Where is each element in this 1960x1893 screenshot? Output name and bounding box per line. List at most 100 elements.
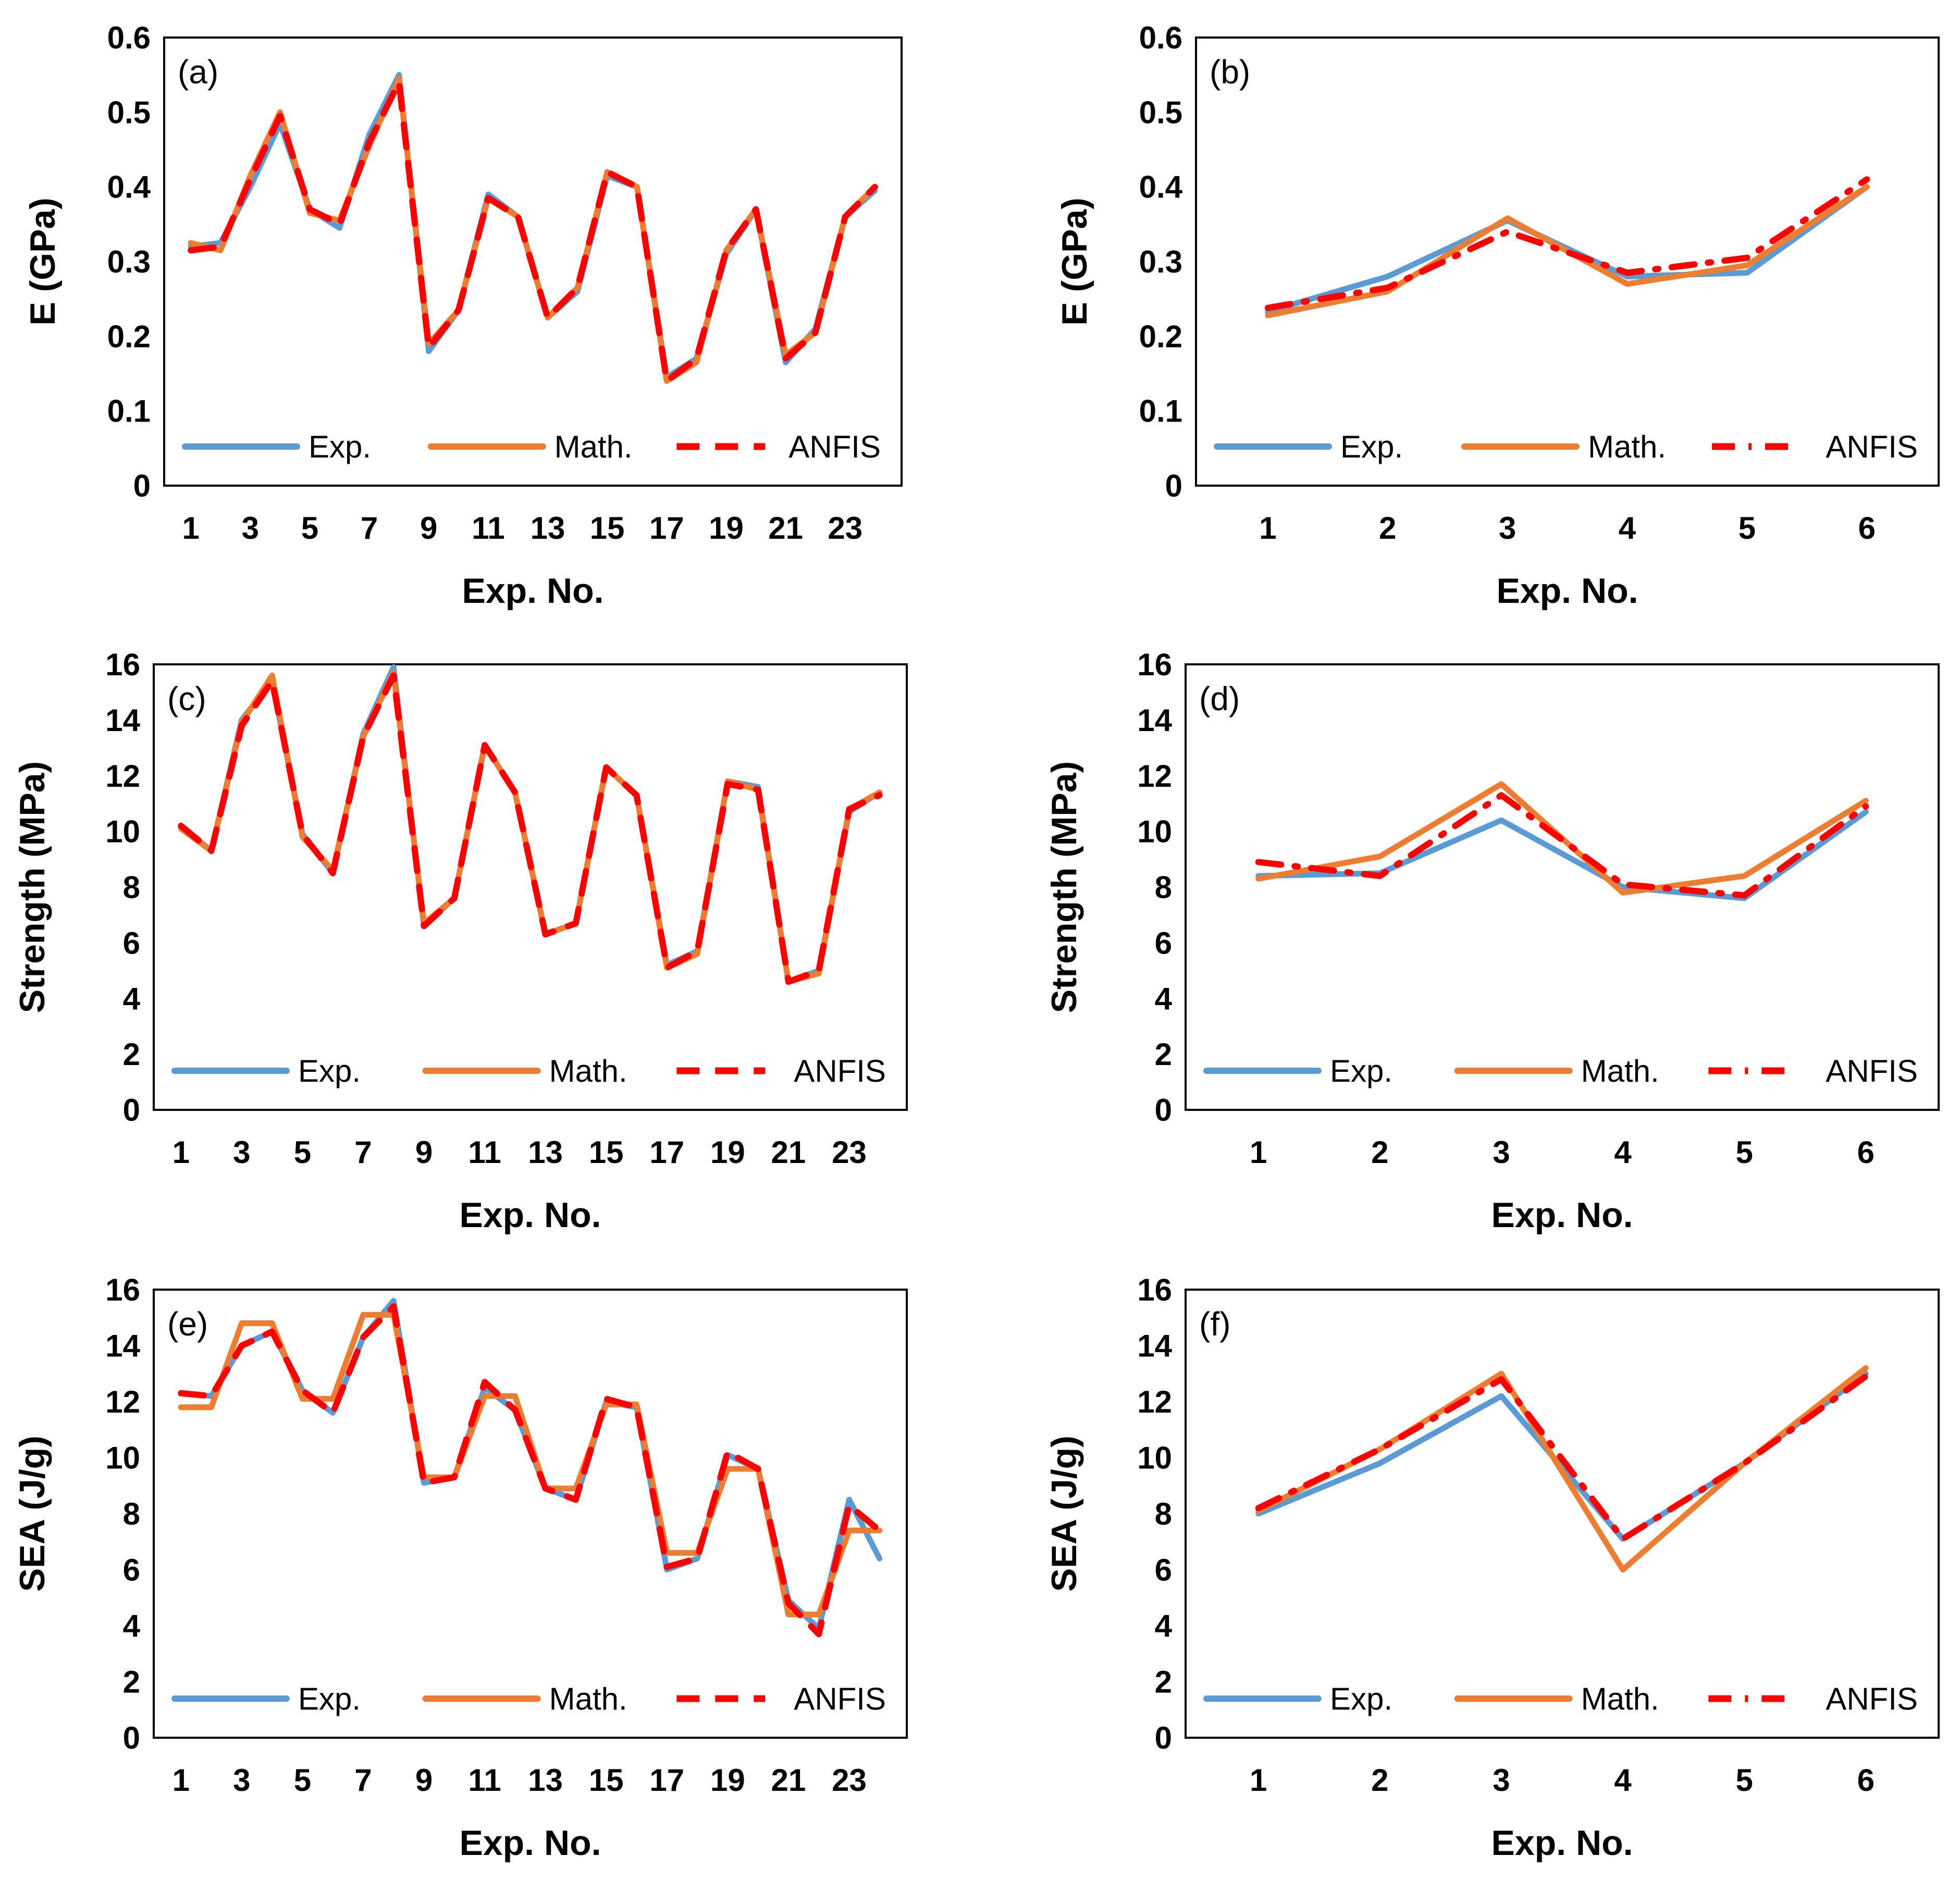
y-tick-label: 0.3 xyxy=(107,244,151,279)
x-tick-label: 2 xyxy=(1371,1763,1388,1798)
x-tick-label: 1 xyxy=(182,511,199,546)
y-tick-label: 0.4 xyxy=(107,170,151,205)
x-tick-label: 19 xyxy=(710,1135,745,1170)
y-tick-label: 0 xyxy=(123,1093,140,1128)
y-axis-title: E (GPa) xyxy=(23,197,63,326)
x-tick-label: 1 xyxy=(1250,1763,1267,1798)
plot-frame xyxy=(153,1289,908,1739)
chart-panel-a: 00.10.20.30.40.50.61 3 5 7 9 11 13 15 17 19 21 23Ex… xyxy=(23,20,903,611)
x-tick-label: 19 xyxy=(709,511,744,546)
y-tick-label: 16 xyxy=(1137,647,1172,682)
panel-label: (a) xyxy=(178,53,218,91)
series-line-anfis xyxy=(178,1303,883,1638)
legend-label: Exp. xyxy=(1340,429,1403,464)
y-tick-label: 4 xyxy=(1155,981,1173,1016)
y-tick-label: 6 xyxy=(123,925,140,960)
series-line-anfis xyxy=(1255,792,1869,899)
x-tick-label: 6 xyxy=(1858,511,1876,546)
x-tick-label: 21 xyxy=(771,1763,806,1798)
y-tick-label: 0.1 xyxy=(107,394,151,429)
y-tick-label: 8 xyxy=(123,870,140,905)
x-tick-label: 7 xyxy=(354,1763,372,1798)
legend-label: Math. xyxy=(1588,429,1666,464)
x-tick-label: 11 xyxy=(468,1763,501,1798)
x-tick-label: 6 xyxy=(1857,1763,1875,1798)
x-axis-title: Exp. No. xyxy=(462,571,603,611)
x-tick-label: 3 xyxy=(1499,511,1516,546)
y-tick-label: 0 xyxy=(1155,1093,1172,1128)
y-tick-label: 16 xyxy=(105,1272,140,1307)
x-tick-label: 5 xyxy=(301,511,318,546)
x-tick-label: 4 xyxy=(1614,1763,1632,1798)
x-tick-label: 5 xyxy=(294,1763,311,1798)
x-tick-label: 3 xyxy=(1493,1135,1510,1170)
x-tick-label: 15 xyxy=(589,1135,624,1170)
series-line-anfis xyxy=(178,672,883,985)
y-tick-label: 0.2 xyxy=(107,319,151,354)
legend-label: Exp. xyxy=(1330,1054,1392,1088)
legend-label: ANFIS xyxy=(794,1054,886,1088)
x-tick-label: 21 xyxy=(768,511,803,546)
x-tick-label: 3 xyxy=(233,1135,250,1170)
legend-label: ANFIS xyxy=(1826,429,1918,464)
y-tick-label: 14 xyxy=(105,1329,140,1364)
y-tick-label: 14 xyxy=(1137,1329,1172,1364)
series-line-anfis xyxy=(188,79,878,385)
x-tick-label: 1 xyxy=(1250,1135,1267,1170)
x-axis-title: Exp. No. xyxy=(1491,1195,1633,1235)
x-tick-label: 17 xyxy=(649,1135,684,1170)
x-tick-label: 13 xyxy=(528,1135,563,1170)
x-tick-label: 21 xyxy=(771,1135,806,1170)
x-tick-label: 5 xyxy=(294,1135,311,1170)
x-tick-label: 9 xyxy=(420,511,437,546)
y-tick-label: 10 xyxy=(1137,1441,1172,1476)
y-tick-label: 0.3 xyxy=(1139,244,1182,279)
legend-label: ANFIS xyxy=(1826,1054,1918,1088)
y-tick-label: 2 xyxy=(123,1037,140,1072)
panel-label: (b) xyxy=(1210,53,1250,91)
x-axis-title: Exp. No. xyxy=(459,1195,601,1235)
x-tick-label: 5 xyxy=(1736,1135,1753,1170)
x-tick-label: 15 xyxy=(589,1763,624,1798)
x-tick-label: 5 xyxy=(1736,1763,1753,1798)
legend-label: ANFIS xyxy=(788,429,881,464)
x-tick-label: 3 xyxy=(233,1763,250,1798)
y-tick-label: 0 xyxy=(133,468,151,503)
plot-frame xyxy=(1185,663,1940,1111)
x-tick-label: 2 xyxy=(1379,511,1396,546)
y-tick-label: 4 xyxy=(123,981,141,1016)
x-tick-label: 13 xyxy=(531,511,565,546)
x-tick-label: 1 xyxy=(172,1135,190,1170)
y-tick-label: 0.5 xyxy=(1139,95,1182,130)
y-tick-label: 0.5 xyxy=(107,95,151,130)
legend-label: Math. xyxy=(549,1054,627,1088)
y-tick-label: 2 xyxy=(1155,1037,1172,1072)
x-tick-label: 7 xyxy=(354,1135,372,1170)
y-tick-label: 8 xyxy=(1155,870,1172,905)
y-axis-title: SEA (J/g) xyxy=(13,1436,52,1592)
x-axis-title: Exp. No. xyxy=(1491,1823,1633,1863)
y-tick-label: 0.6 xyxy=(107,20,151,55)
x-tick-label: 7 xyxy=(361,511,378,546)
x-tick-label: 1 xyxy=(172,1763,190,1798)
y-tick-label: 0 xyxy=(1165,468,1182,503)
x-tick-label: 6 xyxy=(1857,1135,1875,1170)
y-tick-label: 12 xyxy=(105,759,140,794)
panel-label: (e) xyxy=(167,1305,208,1343)
y-tick-label: 0.1 xyxy=(1139,394,1182,429)
y-axis-title: Strength (MPa) xyxy=(1044,761,1084,1013)
y-tick-label: 14 xyxy=(1137,703,1172,738)
series-line-anfis xyxy=(1264,176,1870,311)
legend-label: Math. xyxy=(1581,1054,1659,1088)
y-tick-label: 4 xyxy=(123,1609,141,1643)
x-tick-label: 23 xyxy=(832,1135,867,1170)
y-tick-label: 0.6 xyxy=(1139,20,1182,55)
y-tick-label: 16 xyxy=(1137,1272,1172,1307)
x-tick-label: 5 xyxy=(1739,511,1756,546)
series-line-exp xyxy=(1255,809,1869,901)
legend-label: Exp. xyxy=(309,429,371,464)
